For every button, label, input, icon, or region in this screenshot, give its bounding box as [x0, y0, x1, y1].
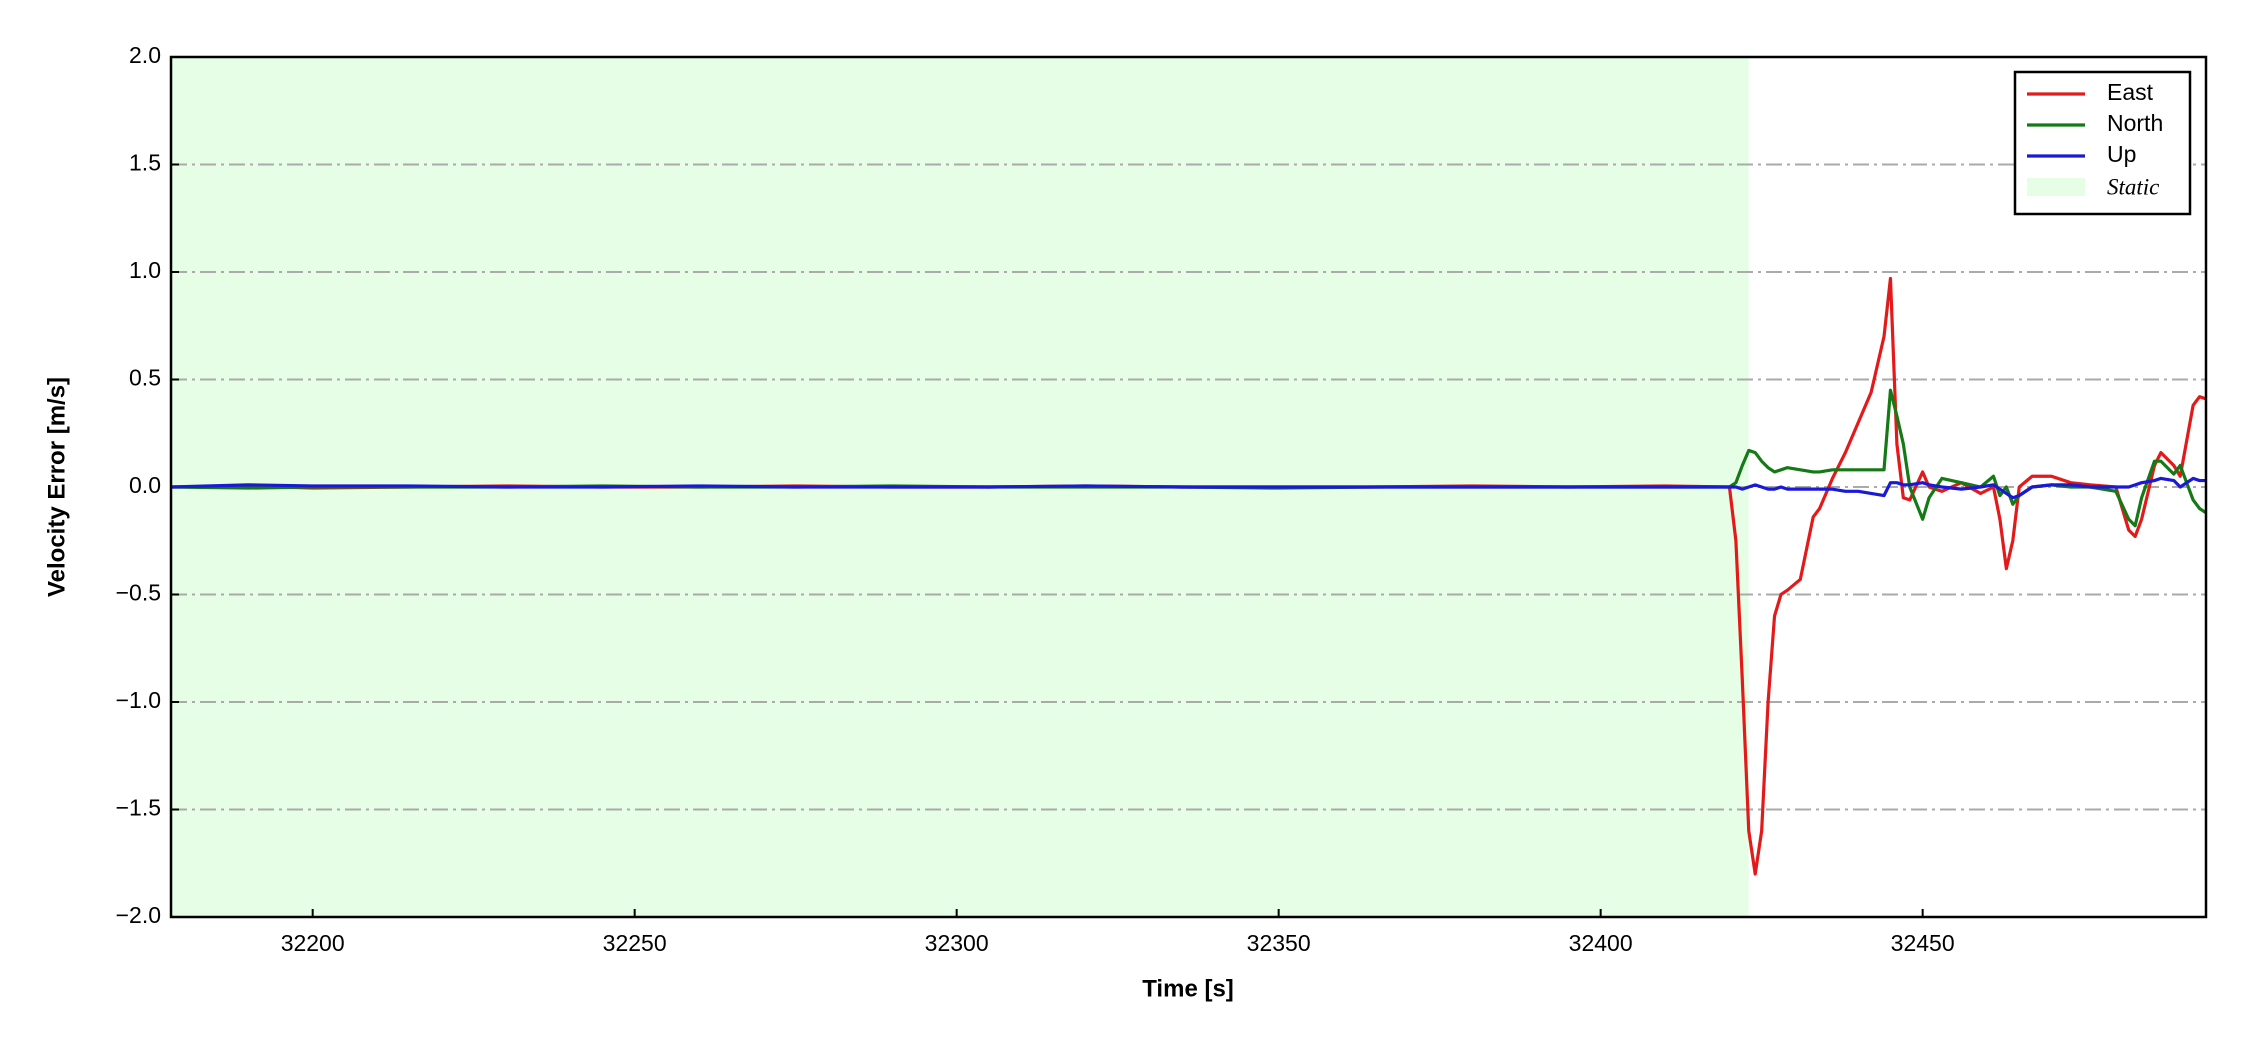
legend-label: East: [2107, 79, 2154, 105]
y-tick-label: 2.0: [129, 42, 161, 68]
x-tick-label: 32300: [925, 930, 989, 956]
y-tick-label: 1.0: [129, 257, 161, 283]
series-line: [170, 476, 2206, 500]
y-axis-title: Velocity Error [m/s]: [43, 377, 70, 597]
x-tick-label: 32400: [1569, 930, 1633, 956]
legend-swatch: [2027, 178, 2085, 196]
legend-label: Up: [2107, 141, 2136, 167]
x-tick-label: 32350: [1247, 930, 1311, 956]
x-tick-label: 32200: [281, 930, 345, 956]
y-tick-label: −0.5: [116, 580, 161, 606]
y-tick-label: −1.5: [116, 795, 161, 821]
legend-label: Static: [2107, 174, 2159, 199]
y-tick-label: −1.0: [116, 687, 161, 713]
y-tick-label: 1.5: [129, 150, 161, 176]
plot-frame: [169, 55, 2208, 919]
y-tick-label: 0.5: [129, 365, 161, 391]
x-axis-title: Time [s]: [1142, 975, 1234, 1002]
x-tick-label: 32250: [603, 930, 667, 956]
x-tick-label: 32450: [1891, 930, 1955, 956]
y-tick-label: 0.0: [129, 472, 161, 498]
legend-label: North: [2107, 110, 2163, 136]
y-tick-label: −2.0: [116, 902, 161, 928]
